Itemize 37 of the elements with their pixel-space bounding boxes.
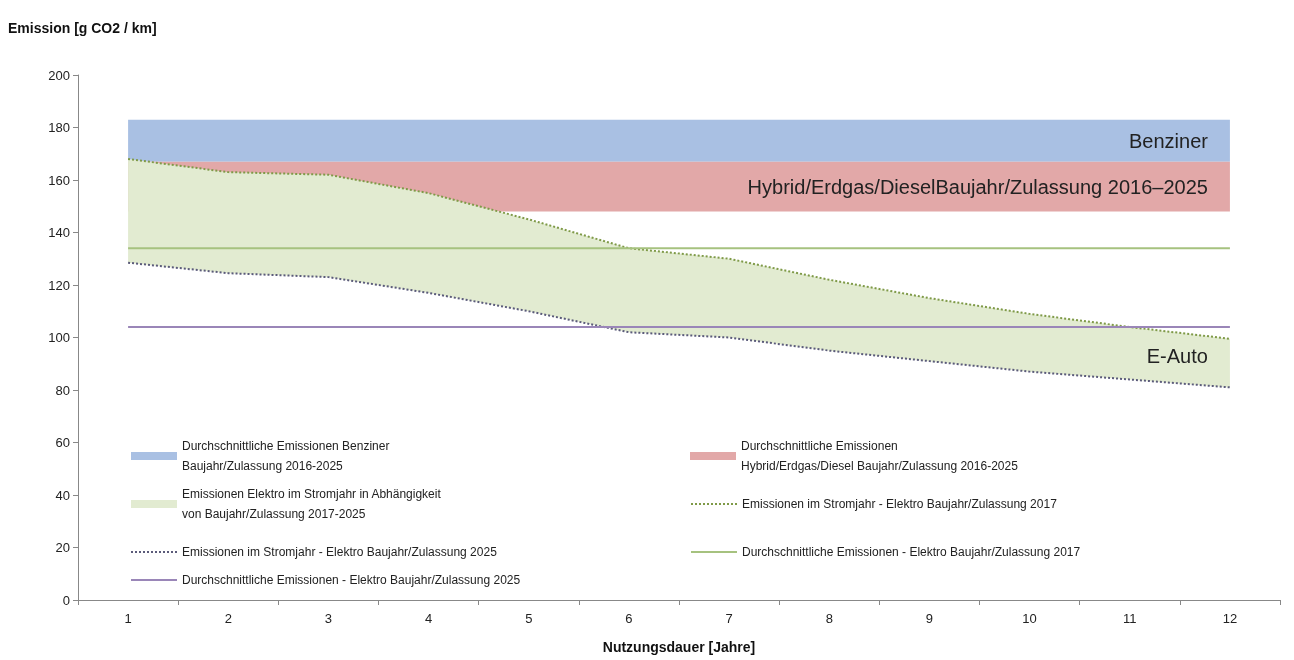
- legend-label: Emissionen Elektro im Stromjahr in Abhängigkeit von Baujahr/Zulassung 2017-2025: [182, 487, 442, 521]
- y-tick-label: 100: [48, 330, 70, 345]
- y-tick-label: 40: [55, 487, 70, 503]
- y-tick-label: 80: [55, 382, 70, 398]
- y-tick-label: 160: [48, 172, 70, 188]
- y-tick-label: 140: [48, 225, 70, 240]
- legend-label: Emissionen im Stromjahr - Elektro Baujahr/Zulassung 2017: [742, 497, 1058, 511]
- x-tick-label: 11: [1123, 611, 1137, 626]
- x-tick-label: 4: [424, 611, 433, 626]
- x-axis-title: Nutzungsdauer [Jahre]: [602, 639, 756, 655]
- y-tick-label: 200: [48, 67, 70, 83]
- y-tick-label: 180: [48, 120, 70, 135]
- legend-label: Durchschnittliche Emissionen - Elektro Baujahr/Zulassung 2025: [182, 573, 521, 587]
- annotation: E-Auto: [1146, 344, 1208, 367]
- x-tick-label: 2: [224, 611, 232, 626]
- annotation: Benziner: [1128, 129, 1209, 152]
- y-tick-label: 120: [48, 277, 70, 293]
- y-axis-title: Emission [g CO2 / km]: [8, 20, 157, 36]
- legend-label: Durchschnittliche Emissionen Hybrid/Erdgas/Diesel Baujahr/Zulassung 2016-2025: [741, 439, 1019, 473]
- x-tick-label: 9: [925, 611, 934, 626]
- line-series: [127, 261, 1231, 389]
- x-tick-label: 6: [625, 611, 633, 626]
- y-tick-label: 20: [55, 540, 70, 555]
- line-series: [127, 158, 1231, 340]
- x-tick-label: 1: [124, 611, 132, 626]
- legend-label: Emissionen im Stromjahr - Elektro Baujahr/Zulassung 2025: [182, 545, 498, 559]
- y-tick-label: 60: [55, 435, 70, 450]
- y-tick-label: 0: [62, 592, 70, 608]
- x-tick-label: 12: [1222, 611, 1238, 626]
- x-tick-label: 7: [725, 611, 733, 626]
- x-tick-label: 5: [525, 611, 533, 626]
- legend-label: Durchschnittliche Emissionen Benziner Baujahr/Zulassung 2016-2025: [182, 439, 390, 473]
- x-tick-label: 3: [324, 611, 333, 626]
- x-tick-label: 10: [1022, 611, 1037, 626]
- x-tick-label: 8: [825, 611, 833, 626]
- annotation: Hybrid/Erdgas/DieselBaujahr/Zulassung 2016–2025: [747, 175, 1208, 198]
- legend-label: Durchschnittliche Emissionen - Elektro Baujahr/Zulassung 2017: [742, 545, 1081, 559]
